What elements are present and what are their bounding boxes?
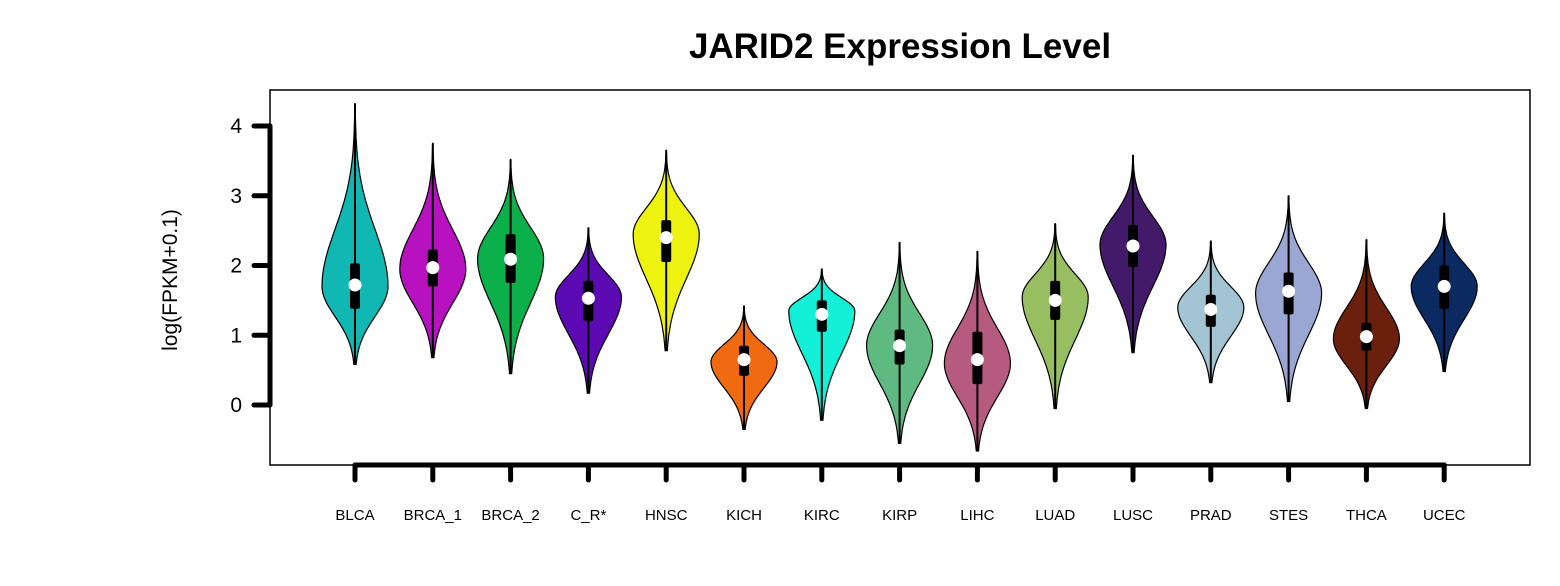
x-tick-label: BRCA_1 bbox=[404, 507, 462, 524]
violin-median-point bbox=[893, 339, 907, 353]
x-tick-label: HNSC bbox=[645, 507, 688, 524]
y-tick-label: 4 bbox=[230, 115, 242, 138]
violin-median-point bbox=[504, 252, 518, 266]
y-tick-label: 0 bbox=[230, 394, 242, 417]
violin-median-point bbox=[348, 278, 362, 292]
violin-hnsc bbox=[632, 149, 700, 352]
violin-ucec bbox=[1410, 212, 1478, 373]
violin-median-point bbox=[1204, 302, 1218, 316]
violin-median-point bbox=[1437, 279, 1451, 293]
violin-median-point bbox=[659, 231, 673, 245]
y-tick-label: 2 bbox=[230, 255, 242, 278]
x-tick-label: LUSC bbox=[1113, 507, 1153, 524]
chart-title: JARID2 Expression Level bbox=[689, 27, 1111, 66]
x-axis: BLCA BRCA_1 BRCA_2 C_R* HNSC KICH KIRC KIRP LIHC… bbox=[335, 462, 1466, 524]
violin-median-point bbox=[970, 353, 984, 367]
x-tick-label: KIRP bbox=[882, 507, 917, 524]
x-tick-label: C_R* bbox=[570, 507, 606, 524]
y-axis-label: log(FPKM+0.1) bbox=[159, 209, 182, 351]
violin-median-point bbox=[581, 291, 595, 305]
x-tick-label: BLCA bbox=[335, 507, 374, 524]
x-tick-label: KICH bbox=[726, 507, 762, 524]
violin-median-point bbox=[1282, 284, 1296, 298]
violin-kich bbox=[710, 305, 778, 430]
x-tick-label: STES bbox=[1269, 507, 1308, 524]
violin-luad bbox=[1021, 223, 1089, 410]
violin-kirc bbox=[788, 268, 856, 421]
x-tick-label: LUAD bbox=[1035, 507, 1075, 524]
x-tick-label: KIRC bbox=[804, 507, 840, 524]
y-tick-label: 3 bbox=[230, 185, 242, 208]
violin-blca bbox=[321, 103, 389, 366]
violin-lusc bbox=[1099, 154, 1167, 354]
violin-kirp bbox=[865, 241, 934, 444]
y-axis: 0 1 2 3 4 bbox=[230, 115, 273, 417]
x-tick-label: PRAD bbox=[1190, 507, 1232, 524]
x-tick-label: BRCA_2 bbox=[481, 507, 539, 524]
violin-lihc bbox=[943, 250, 1011, 452]
violin-thca bbox=[1332, 239, 1401, 410]
x-tick-label: LIHC bbox=[960, 507, 994, 524]
violin-c-r- bbox=[554, 227, 622, 394]
violin-brca-2 bbox=[476, 158, 545, 375]
violin-brca-1 bbox=[399, 142, 467, 359]
violin-median-point bbox=[1359, 330, 1373, 344]
violin-median-point bbox=[426, 261, 440, 275]
violin-median-point bbox=[737, 353, 751, 367]
violin-median-point bbox=[1048, 293, 1062, 307]
x-tick-label: UCEC bbox=[1423, 507, 1466, 524]
y-tick-label: 1 bbox=[230, 324, 242, 347]
violin-prad bbox=[1177, 240, 1245, 384]
violins-group bbox=[321, 103, 1478, 452]
violin-median-point bbox=[815, 307, 829, 321]
violin-median-point bbox=[1126, 239, 1140, 253]
violin-stes bbox=[1254, 195, 1323, 403]
x-tick-label: THCA bbox=[1346, 507, 1387, 524]
